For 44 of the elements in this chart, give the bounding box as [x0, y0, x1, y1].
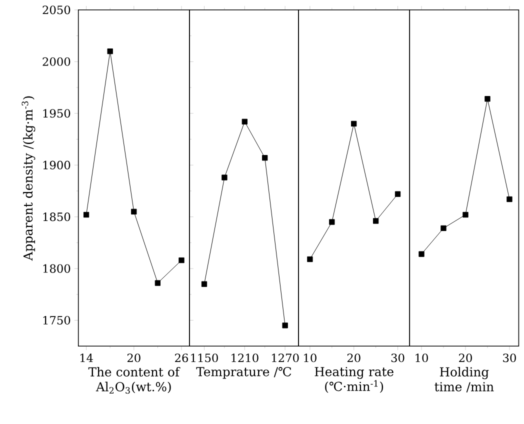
- x-tick-label: 10: [304, 354, 316, 362]
- point: [440, 226, 446, 232]
- point: [201, 281, 208, 288]
- x-tick-label: 10: [416, 354, 428, 362]
- point: [282, 322, 288, 329]
- x-axis-title: Heating rate (℃·min$^{-1}$): [314, 367, 394, 394]
- point: [462, 212, 468, 218]
- x-tick-label: 1210: [232, 354, 258, 362]
- x-tick-label: 20: [459, 354, 472, 362]
- point: [262, 155, 268, 161]
- y-tick-label: 2000: [42, 58, 70, 66]
- x-axis-title: Holding time /min: [434, 367, 494, 393]
- x-axis-title: Temprature /℃: [196, 367, 292, 379]
- y-tick-label: 1800: [43, 264, 70, 274]
- y-tick-label: 1900: [43, 161, 70, 170]
- point: [83, 212, 90, 218]
- point: [351, 121, 357, 127]
- point: [418, 251, 424, 258]
- y-tick-label: 1850: [43, 212, 70, 222]
- point: [484, 96, 490, 102]
- point: [506, 196, 512, 202]
- point: [372, 218, 379, 224]
- x-tick-label: 30: [503, 354, 516, 362]
- x-tick-label: 20: [347, 354, 360, 362]
- y-tick-label: 1750: [43, 316, 70, 325]
- point: [131, 209, 137, 215]
- x-tick-label: 30: [391, 354, 404, 362]
- point: [394, 191, 401, 198]
- point: [107, 48, 113, 54]
- y-tick-label: 1950: [43, 109, 70, 118]
- y-axis-title: Apparent density /(kg·m$^{-3}$): [22, 96, 36, 261]
- point: [178, 258, 184, 264]
- point: [329, 219, 335, 226]
- x-axis-title: The content of Al$_{2}$O$_{3}$(wt.%): [88, 367, 180, 394]
- x-tick-label: 26: [175, 354, 188, 362]
- y-tick-label: 2050: [42, 6, 70, 14]
- point: [307, 256, 313, 262]
- x-tick-label: 1150: [191, 354, 218, 362]
- x-tick-label: 20: [127, 354, 140, 362]
- point: [222, 174, 228, 181]
- x-tick-label: 1270: [272, 354, 299, 362]
- x-tick-label: 14: [80, 354, 93, 362]
- point: [242, 119, 248, 125]
- point: [154, 280, 161, 286]
